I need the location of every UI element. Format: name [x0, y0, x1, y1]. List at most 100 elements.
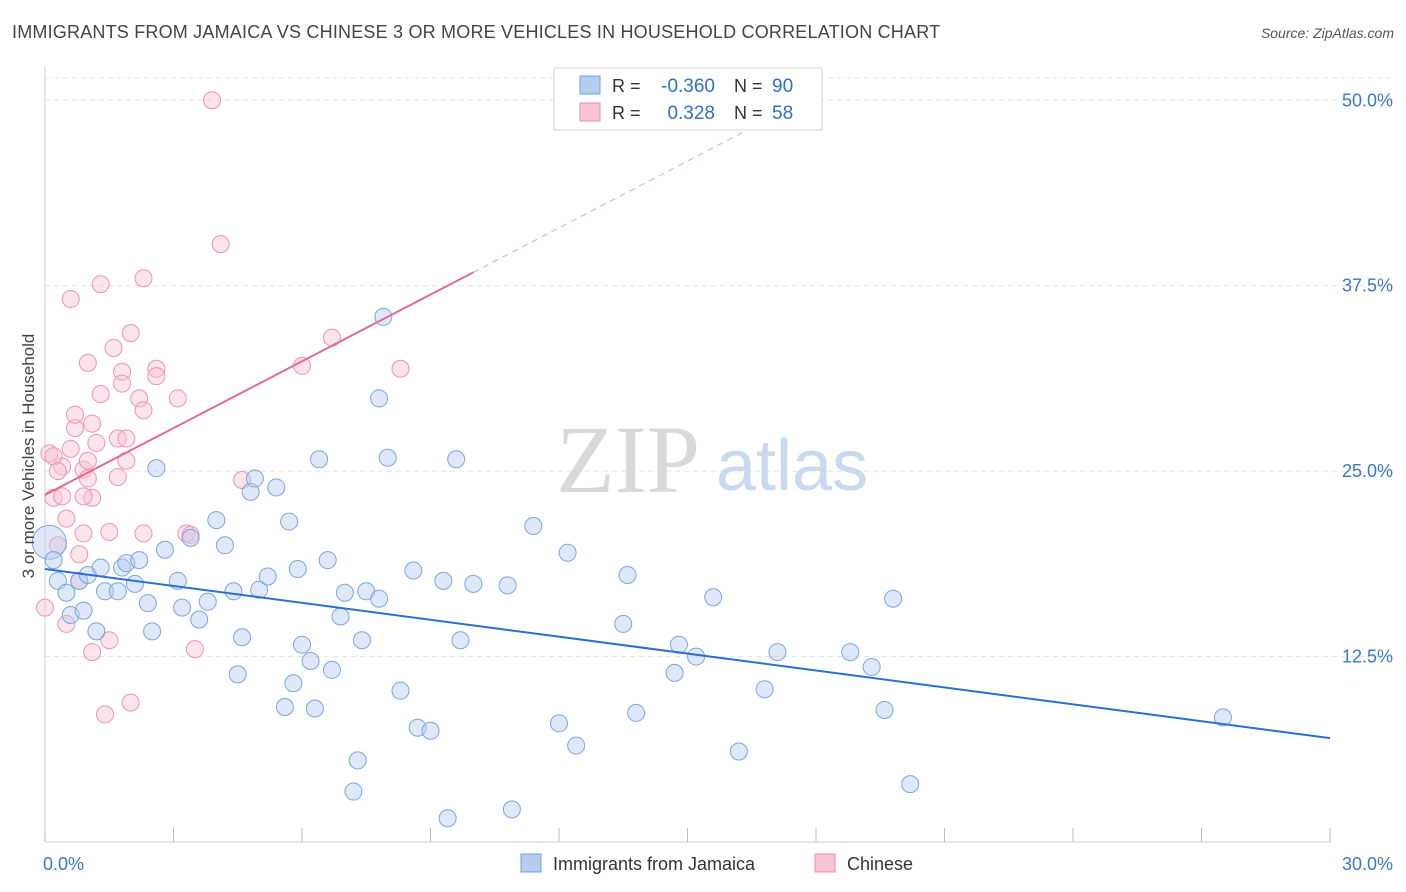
chinese-point — [104, 338, 123, 357]
legend-n-label: N = — [734, 103, 763, 123]
chinese-point — [78, 451, 97, 470]
chinese-point — [91, 275, 110, 294]
chinese-point — [57, 614, 76, 633]
jamaica-point — [31, 524, 67, 560]
bottom-legend-label: Immigrants from Jamaica — [553, 854, 756, 874]
legend-r-value: 0.328 — [667, 103, 715, 124]
bottom-legend-label: Chinese — [847, 854, 913, 874]
chinese-point — [87, 433, 106, 452]
jamaica-point — [87, 622, 106, 641]
jamaica-point — [250, 580, 269, 599]
jamaica-point — [370, 389, 389, 408]
jamaica-point — [318, 551, 337, 570]
chinese-point — [130, 389, 149, 408]
jamaica-point — [464, 574, 483, 593]
jamaica-point — [280, 512, 299, 531]
chinese-point — [57, 509, 76, 528]
chinese-point — [211, 235, 230, 254]
chinese-point — [100, 631, 119, 650]
jamaica-point — [241, 482, 260, 501]
legend-r-label: R = — [612, 76, 641, 96]
jamaica-point — [258, 567, 277, 586]
jamaica-point — [284, 674, 303, 693]
watermark: ZIP atlas — [556, 406, 868, 513]
legend-box: R = -0.360 N = 90 R = 0.328 N = 58 — [553, 67, 823, 131]
y-tick-label: 37.5% — [1342, 276, 1393, 296]
jamaica-point — [524, 517, 543, 536]
chinese-point — [65, 405, 84, 424]
legend-swatch — [579, 75, 601, 95]
chinese-point — [134, 524, 153, 543]
legend-r-value: -0.360 — [661, 76, 715, 97]
x-tick-labels: 0.0% 30.0% — [43, 854, 1393, 874]
jamaica-point — [331, 607, 350, 626]
chinese-point — [65, 419, 84, 438]
jamaica-point — [862, 657, 881, 676]
jamaica-point — [391, 681, 410, 700]
jamaica-point — [198, 592, 217, 611]
y-axis-label: 3 or more Vehicles in Household — [19, 334, 38, 579]
jamaica-point — [344, 782, 363, 801]
jamaica-point — [627, 703, 646, 722]
legend-n-value: 58 — [772, 103, 793, 124]
chinese-point — [293, 356, 311, 375]
jamaica-point — [143, 622, 162, 641]
jamaica-point — [288, 560, 307, 579]
chinese-point — [147, 367, 166, 386]
chinese-point — [48, 462, 67, 481]
x-tick-label: 30.0% — [1342, 854, 1393, 874]
jamaica-point — [108, 582, 127, 601]
chinese-point — [113, 374, 132, 393]
jamaica-point — [293, 635, 311, 654]
chinese-point — [95, 705, 114, 724]
jamaica-point — [669, 635, 688, 654]
chinese-point — [117, 429, 136, 448]
jamaica-point — [305, 699, 324, 718]
chinese-point — [83, 643, 102, 662]
jamaica-point — [614, 614, 633, 633]
legend-swatch — [579, 102, 601, 122]
jamaica-points — [31, 307, 1232, 828]
chinese-point — [61, 290, 80, 309]
jamaica-point — [438, 809, 457, 828]
y-tick-label: 25.0% — [1342, 461, 1393, 481]
jamaica-point — [138, 594, 157, 613]
legend-n-label: N = — [734, 76, 763, 96]
jamaica-point — [207, 511, 226, 530]
chinese-point — [108, 468, 127, 487]
chinese-point — [134, 269, 153, 288]
jamaica-point — [421, 721, 440, 740]
chinese-point — [147, 359, 166, 378]
jamaica-point — [841, 643, 860, 662]
jamaica-point — [901, 775, 920, 794]
jamaica-point — [190, 610, 209, 629]
legend-r-label: R = — [612, 103, 641, 123]
jamaica-point — [74, 601, 93, 620]
jamaica-point — [1213, 708, 1232, 727]
bottom-legend-swatch — [814, 853, 836, 873]
chinese-point — [44, 447, 63, 466]
jamaica-point — [181, 528, 200, 547]
chinese-point — [91, 384, 110, 403]
jamaica-point — [322, 660, 341, 679]
jamaica-point — [275, 698, 294, 717]
jamaica-point — [665, 663, 684, 682]
jamaica-point — [550, 714, 568, 733]
jamaica-point — [370, 589, 389, 608]
jamaica-point — [155, 540, 174, 559]
bottom-legend-swatch — [520, 853, 542, 873]
jamaica-point — [567, 736, 586, 755]
jamaica-point — [215, 536, 234, 555]
chinese-point — [203, 91, 222, 110]
bottom-legend: Immigrants from Jamaica Chinese — [520, 853, 913, 874]
chinese-point — [36, 598, 54, 617]
chinese-point — [74, 487, 93, 506]
jamaica-point — [729, 742, 748, 761]
chinese-point — [168, 389, 187, 408]
grid-lines — [45, 77, 1395, 658]
jamaica-point — [768, 643, 787, 662]
chinese-point — [121, 693, 140, 712]
jamaica-point — [498, 576, 517, 595]
jamaica-point — [348, 751, 367, 770]
